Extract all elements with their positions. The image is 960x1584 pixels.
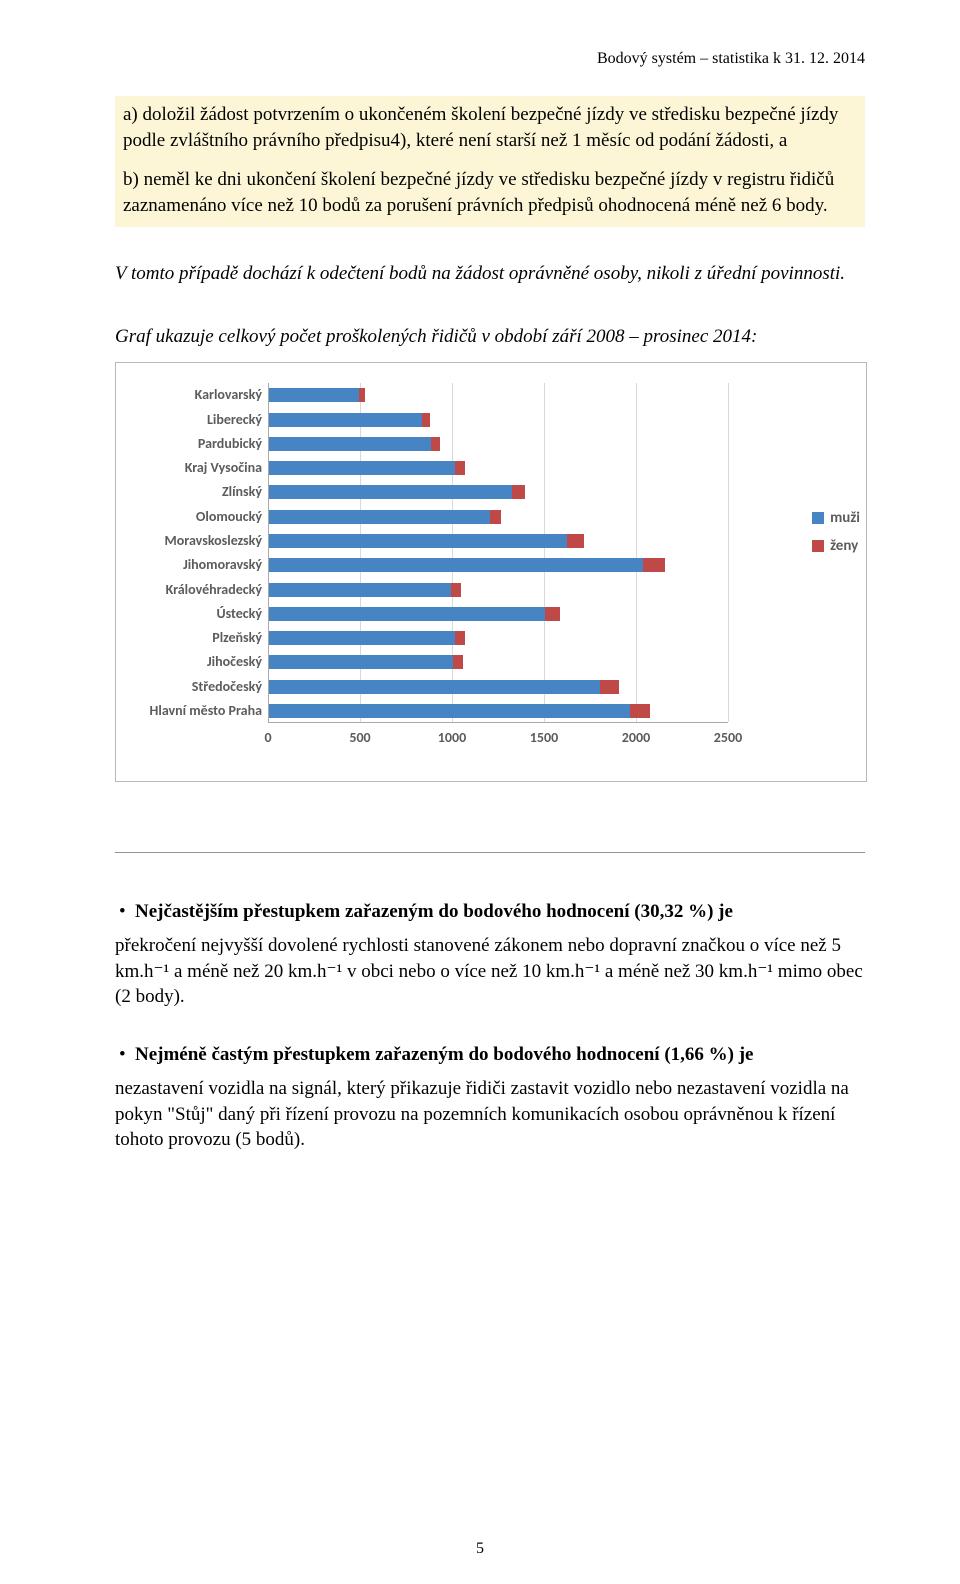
- chart-bar-muzi: [269, 583, 451, 597]
- chart-bar-zeny: [431, 437, 440, 451]
- chart-bar-muzi: [269, 461, 455, 475]
- chart-bar-muzi: [269, 388, 359, 402]
- chart-bar-row: [269, 413, 430, 427]
- chart-bar-muzi: [269, 558, 643, 572]
- chart-bar-zeny: [512, 485, 525, 499]
- chart-bar-row: [269, 461, 465, 475]
- chart-bar-muzi: [269, 437, 431, 451]
- chart-bar-zeny: [422, 413, 430, 427]
- chart-y-label: Jihočeský: [207, 655, 262, 669]
- chart-y-label: Plzeňský: [212, 631, 262, 645]
- chart-bar-row: [269, 607, 560, 621]
- chart-y-axis: [268, 383, 269, 722]
- chart-x-tick: 500: [349, 729, 370, 746]
- chart-bar-zeny: [600, 680, 618, 694]
- chart-bar-zeny: [455, 631, 465, 645]
- bullet2-head: Nejméně častým přestupkem zařazeným do b…: [135, 1044, 754, 1066]
- page-header: Bodový systém – statistika k 31. 12. 201…: [115, 50, 865, 68]
- horizontal-rule: [115, 852, 865, 853]
- chart-bar-zeny: [455, 461, 465, 475]
- chart-y-label: Pardubický: [198, 437, 262, 451]
- chart-y-label: Ústecký: [216, 607, 262, 621]
- chart-y-label: Olomoucký: [196, 510, 262, 524]
- page-number: 5: [0, 1540, 960, 1558]
- chart-gridline: [728, 383, 729, 722]
- chart-y-label: Královéhradecký: [166, 583, 262, 597]
- chart-legend: muži ženy: [812, 509, 860, 565]
- chart-y-label: Jihomoravský: [183, 558, 262, 572]
- chart-bar-row: [269, 558, 665, 572]
- chart-bar-zeny: [545, 607, 560, 621]
- chart-bar-row: [269, 704, 650, 718]
- legend-label-muzi: muži: [830, 509, 860, 527]
- chart-bar-row: [269, 437, 440, 451]
- chart-bar-muzi: [269, 510, 490, 524]
- bullet1-head: Nejčastějším přestupkem zařazeným do bod…: [135, 901, 733, 923]
- chart-bar-muzi: [269, 631, 455, 645]
- chart-gridline: [636, 383, 637, 722]
- legend-swatch-zeny: [812, 540, 824, 552]
- chart-bar-muzi: [269, 655, 453, 669]
- chart-x-tick: 2000: [622, 729, 650, 746]
- chart-bar-muzi: [269, 485, 512, 499]
- bullet-dot-icon: •: [115, 1044, 135, 1066]
- chart-bar-row: [269, 655, 463, 669]
- legend-label-zeny: ženy: [830, 537, 858, 555]
- chart-bar-zeny: [630, 704, 650, 718]
- legend-swatch-muzi: [812, 512, 824, 524]
- chart-bar-row: [269, 510, 501, 524]
- chart-bar-row: [269, 583, 461, 597]
- chart-y-label: Karlovarský: [195, 388, 262, 402]
- chart-bar-muzi: [269, 607, 545, 621]
- chart-title: Graf ukazuje celkový počet proškolených …: [115, 326, 865, 348]
- bullet2-body: nezastavení vozidla na signál, který při…: [115, 1076, 865, 1153]
- italic-paragraph: V tomto případě dochází k odečtení bodů …: [115, 261, 865, 287]
- chart-bar-muzi: [269, 680, 600, 694]
- chart-bar-zeny: [453, 655, 463, 669]
- chart-bar-zeny: [490, 510, 501, 524]
- chart-y-label: Kraj Vysočina: [185, 461, 262, 475]
- chart-bar-row: [269, 485, 525, 499]
- chart-bar-row: [269, 388, 365, 402]
- bullet1-body: překročení nejvyšší dovolené rychlosti s…: [115, 933, 865, 1010]
- chart-bar-muzi: [269, 534, 567, 548]
- chart-y-label: Středočeský: [192, 680, 262, 694]
- legend-zeny: ženy: [812, 537, 860, 555]
- bullet-block-2: • Nejméně častým přestupkem zařazeným do…: [115, 1044, 865, 1153]
- chart-bar-muzi: [269, 413, 422, 427]
- bullet-block-1: • Nejčastějším přestupkem zařazeným do b…: [115, 901, 865, 1010]
- chart-bar-zeny: [451, 583, 461, 597]
- chart-y-label: Hlavní město Praha: [150, 704, 262, 718]
- box-para-b: b) neměl ke dni ukončení školení bezpečn…: [123, 167, 857, 218]
- highlighted-box: a) doložil žádost potvrzením o ukončeném…: [115, 96, 865, 227]
- chart-x-tick: 1500: [530, 729, 558, 746]
- chart-bar-row: [269, 631, 465, 645]
- chart-gridline: [544, 383, 545, 722]
- chart-frame: Karlovarský Liberecký Pardubický Kraj Vysoč…: [115, 362, 867, 782]
- chart-bar-zeny: [359, 388, 365, 402]
- chart-y-label: Moravskoslezský: [165, 534, 262, 548]
- chart-bar-zeny: [643, 558, 665, 572]
- chart-bar-row: [269, 534, 584, 548]
- chart-bar-row: [269, 680, 619, 694]
- box-para-a: a) doložil žádost potvrzením o ukončeném…: [123, 102, 857, 153]
- bullet-dot-icon: •: [115, 901, 135, 923]
- chart-plot-area: [268, 383, 728, 723]
- chart-y-label: Zlínský: [222, 485, 262, 499]
- chart-x-tick: 2500: [714, 729, 742, 746]
- chart-bar-zeny: [567, 534, 584, 548]
- chart-bar-muzi: [269, 704, 630, 718]
- chart-gridline: [452, 383, 453, 722]
- legend-muzi: muži: [812, 509, 860, 527]
- chart-y-label: Liberecký: [207, 413, 262, 427]
- chart-y-labels: Karlovarský Liberecký Pardubický Kraj Vysoč…: [130, 383, 268, 723]
- chart-x-tick: 0: [264, 729, 271, 746]
- chart-x-ticks: 05001000150020002500: [268, 723, 728, 747]
- chart-gridline: [360, 383, 361, 722]
- chart-x-tick: 1000: [438, 729, 466, 746]
